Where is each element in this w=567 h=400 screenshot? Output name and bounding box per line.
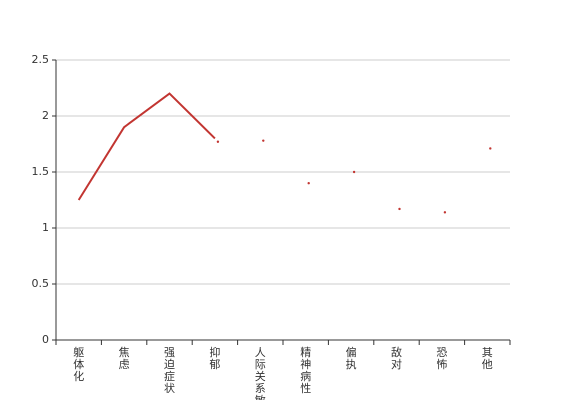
x-tick-label: 精神病性	[300, 346, 311, 395]
x-tick-label: 人际关系敏感	[255, 346, 266, 400]
x-tick-label: 其他	[482, 346, 493, 371]
x-tick-label: 焦虑	[119, 346, 130, 371]
x-tick-label: 抑郁	[209, 345, 220, 371]
y-tick-label: 1.5	[32, 165, 50, 178]
x-tick-label: 偏执	[346, 345, 357, 371]
y-tick-label: 0.5	[32, 277, 50, 290]
x-tick-label: 敌对	[391, 345, 402, 371]
y-tick-label: 1	[42, 221, 49, 234]
point	[443, 211, 447, 214]
y-tick-label: 2	[42, 109, 49, 122]
point	[352, 170, 356, 174]
point	[307, 182, 310, 185]
y-tick-label: 2.5	[32, 53, 50, 66]
x-tick-label: 恐怖	[436, 346, 447, 371]
point	[398, 207, 401, 211]
point	[262, 139, 265, 142]
line	[77, 92, 216, 201]
y-tick-label: 0	[42, 333, 49, 346]
point	[216, 140, 220, 143]
point	[489, 147, 492, 150]
x-tick-label: 强迫症状	[164, 346, 175, 395]
x-tick-label: 躯体化	[73, 346, 84, 383]
